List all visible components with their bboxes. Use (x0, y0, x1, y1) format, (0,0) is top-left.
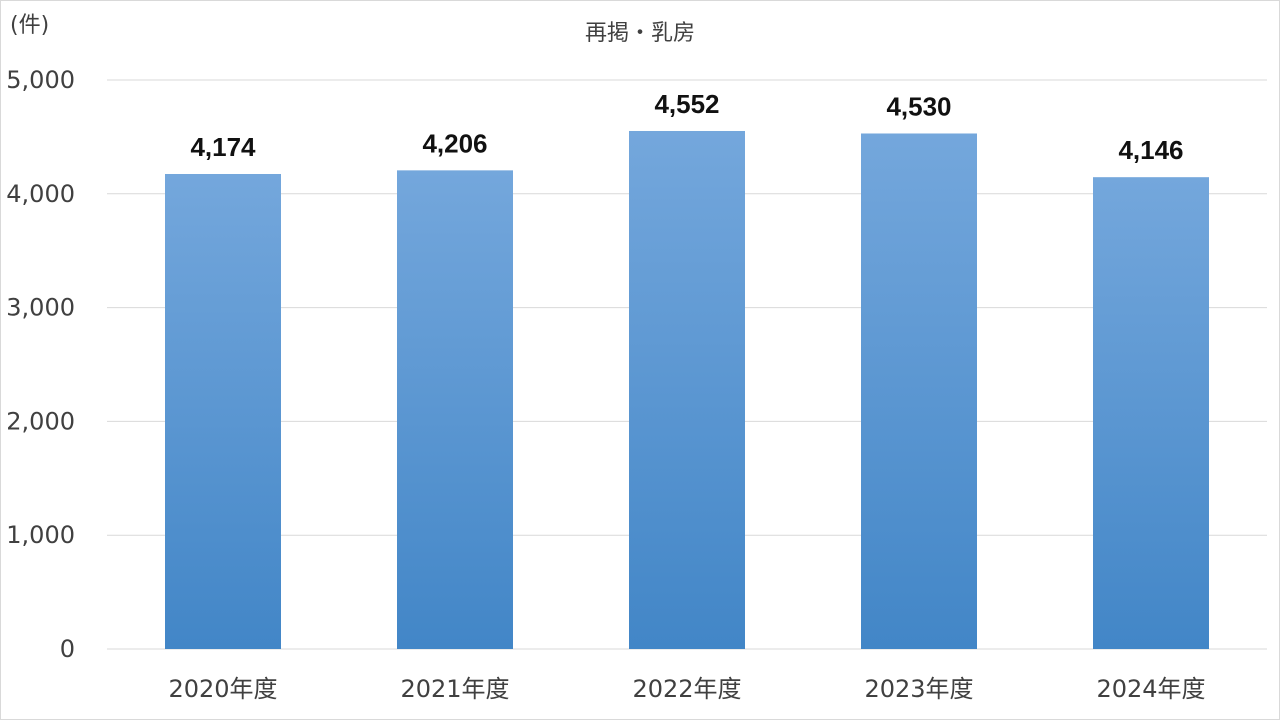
data-label: 4,530 (886, 91, 951, 121)
gridlines (107, 79, 1267, 650)
bar-1 (165, 173, 281, 650)
bar-3 (629, 130, 745, 649)
data-labels: 4,174 4,206 4,552 4,530 4,146 (190, 89, 1183, 165)
x-category-label: 2023年度 (864, 675, 973, 703)
y-tick-label: 0 (60, 635, 75, 663)
y-tick-label: 2,000 (6, 407, 75, 435)
x-axis-category-labels: 2020年度 2021年度 2022年度 2023年度 2024年度 (168, 675, 1205, 703)
data-label: 4,206 (422, 128, 487, 158)
y-axis-tick-labels: 0 1,000 2,000 3,000 4,000 5,000 (6, 66, 75, 663)
y-tick-label: 4,000 (6, 180, 75, 208)
bars (165, 130, 1209, 650)
bar-4 (861, 133, 977, 650)
x-category-label: 2024年度 (1096, 675, 1205, 703)
data-label: 4,146 (1118, 135, 1183, 165)
bar-2 (397, 170, 513, 650)
x-category-label: 2020年度 (168, 675, 277, 703)
y-tick-label: 1,000 (6, 521, 75, 549)
data-label: 4,552 (654, 89, 719, 119)
data-label: 4,174 (190, 132, 256, 162)
y-tick-label: 3,000 (6, 294, 75, 322)
chart-title: 再掲・乳房 (585, 21, 695, 46)
bar-5 (1093, 177, 1209, 650)
y-tick-label: 5,000 (6, 66, 75, 94)
y-axis-unit-label: (件) (10, 13, 49, 38)
x-category-label: 2021年度 (400, 675, 509, 703)
x-category-label: 2022年度 (632, 675, 741, 703)
